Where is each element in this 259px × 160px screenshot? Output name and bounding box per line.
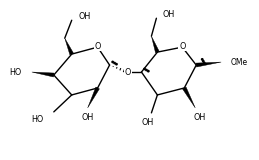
Polygon shape <box>88 87 99 108</box>
Text: OH: OH <box>162 10 175 19</box>
Circle shape <box>112 61 113 63</box>
Text: OH: OH <box>141 118 154 127</box>
Text: OH: OH <box>79 12 91 21</box>
Text: OH: OH <box>82 113 94 122</box>
Circle shape <box>204 62 205 64</box>
Text: OMe: OMe <box>231 58 248 67</box>
Circle shape <box>146 69 147 71</box>
Circle shape <box>114 62 115 64</box>
Circle shape <box>116 64 117 65</box>
Circle shape <box>144 68 145 70</box>
Text: O: O <box>124 68 131 76</box>
Circle shape <box>148 70 149 72</box>
Polygon shape <box>183 87 195 108</box>
Polygon shape <box>196 62 221 67</box>
Circle shape <box>202 59 203 60</box>
Text: O: O <box>179 42 185 51</box>
Polygon shape <box>32 72 54 77</box>
Polygon shape <box>152 36 159 53</box>
Text: HO: HO <box>10 68 22 76</box>
Text: O: O <box>95 42 101 51</box>
Polygon shape <box>65 38 74 55</box>
Circle shape <box>203 60 204 62</box>
Text: HO: HO <box>32 115 44 124</box>
Text: OH: OH <box>193 113 205 122</box>
